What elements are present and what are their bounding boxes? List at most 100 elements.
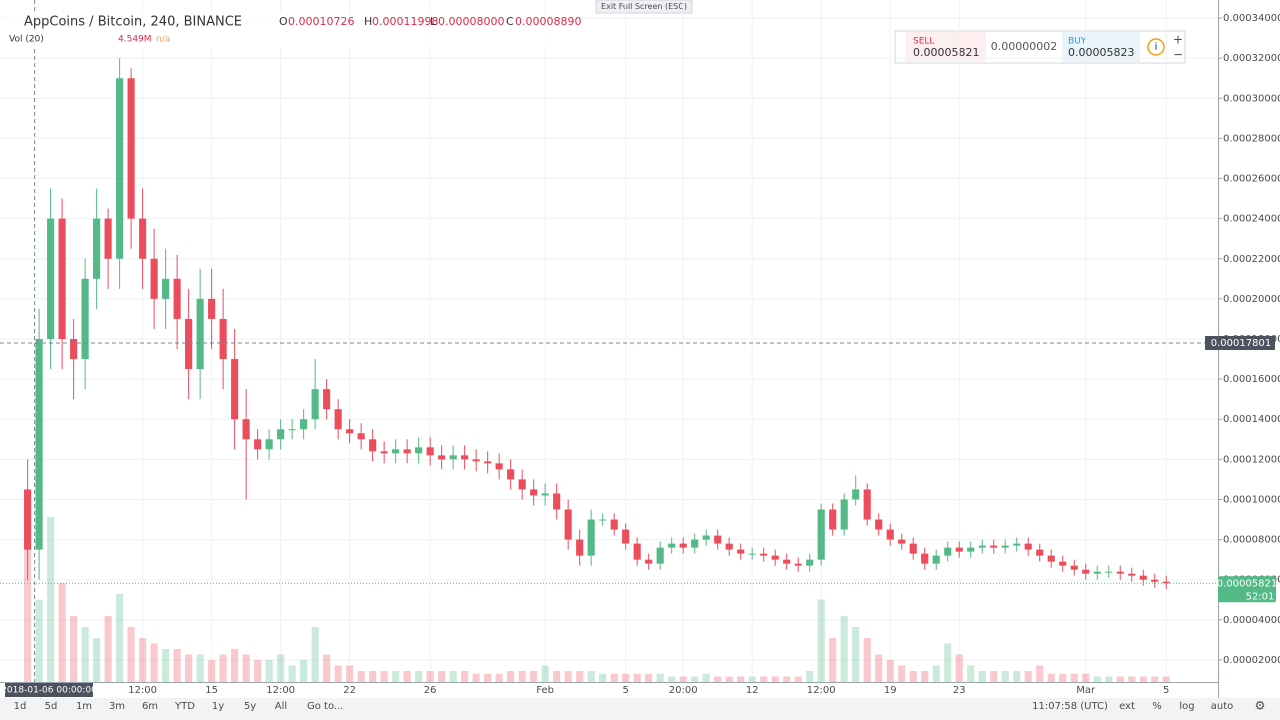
volume-bar [173,649,181,682]
volume-bar [955,654,963,682]
y-tick-label: 0.00020000 [1223,294,1280,305]
range-button[interactable]: 5y [244,701,256,712]
candle-body [415,447,423,454]
candle-body [311,389,319,420]
candle-body [1070,565,1078,570]
sell-price[interactable]: 0.00005821 [913,46,979,59]
candle-body [656,547,664,564]
legend-bg [4,12,579,48]
volume-bar [610,673,618,682]
candle-body [380,451,388,454]
candle-body [909,543,917,554]
volume-bar [909,671,917,682]
candle-body [219,318,227,360]
volume-bar [794,676,802,682]
candle-body [944,547,952,556]
info-icon[interactable] [1147,38,1165,56]
volume-bar [691,676,699,682]
candle-body [438,455,446,460]
volume-bar [472,673,480,682]
volume-bar [288,665,296,682]
volume-bar [806,671,814,682]
candle-body [472,459,480,462]
candle-body [760,553,768,556]
candle-body [553,493,561,510]
candle-body [1105,571,1113,573]
candle-body [622,529,630,544]
range-button[interactable]: 1y [212,701,224,712]
range-button[interactable]: YTD [174,701,195,712]
candle-body [564,509,572,540]
candle-body [898,539,906,544]
volume-bar [530,671,538,682]
candle-body [921,553,929,564]
volume-bar [334,665,342,682]
plus-button[interactable]: + [1173,33,1183,47]
crosshair-date-label: 2018-01-06 00:00:00 [1,686,97,696]
candle-body [725,543,733,550]
volume-bar [35,599,43,682]
candle-body [1013,543,1021,546]
scale-option[interactable]: ext [1119,701,1135,712]
goto-button[interactable]: Go to... [307,701,343,712]
buy-button[interactable] [1062,32,1140,62]
volume-bar [714,676,722,682]
scale-option[interactable]: auto [1211,701,1234,712]
volume-ma: n/a [156,35,170,45]
volume-bar [1093,676,1101,682]
clock: 11:07:58 (UTC) [1032,701,1108,712]
range-button[interactable]: 1m [76,701,92,712]
candle-body [196,298,204,370]
range-button[interactable]: 5d [45,701,58,712]
x-tick-label: 12:00 [266,685,295,696]
candle-body [541,493,549,496]
x-tick-label: 12 [746,685,759,696]
volume-bar [139,638,147,682]
y-tick-label: 0.00010000 [1223,494,1280,505]
exit-fullscreen-tab[interactable] [595,0,693,14]
volume-bar [541,665,549,682]
y-tick-label: 0.00008000 [1223,535,1280,546]
scale-option[interactable]: log [1179,701,1194,712]
candle-body [1093,571,1101,574]
symbol: AppCoins / Bitcoin, 240, BINANCE [24,15,242,30]
candle-body [1139,575,1147,580]
range-button[interactable]: All [275,701,287,712]
crosshair-date-box [5,683,93,697]
volume-bar [587,671,595,682]
volume-bar [242,654,250,682]
range-button[interactable]: 3m [109,701,125,712]
sell-button[interactable] [906,32,986,62]
minus-button[interactable]: − [1173,48,1183,62]
candle-body [58,218,66,339]
exit-fullscreen[interactable]: Exit Full Screen (ESC) [601,2,687,11]
volume-bar [1036,665,1044,682]
range-button[interactable]: 6m [142,701,158,712]
volume-bar [1151,676,1159,682]
y-tick-label: 0.00022000 [1223,254,1280,265]
candle-body [668,543,676,548]
scale-option[interactable]: % [1152,701,1162,712]
volume-bar [415,671,423,682]
candle-body [518,479,526,490]
volume-bar [576,671,584,682]
buy-price[interactable]: 0.00005823 [1068,46,1134,59]
range-button[interactable]: 1d [14,701,27,712]
volume-bar [898,665,906,682]
y-tick-label: 0.00014000 [1223,414,1280,425]
volume-bar [1024,671,1032,682]
volume-title: Vol (20) [9,35,44,45]
settings-icon[interactable]: ⚙ [1255,699,1266,713]
volume-value: 4.549M [118,35,152,45]
candle-body [150,258,158,299]
candle-body [449,455,457,460]
volume-bar [886,660,894,682]
volume-bar [829,638,837,682]
candle-body [277,429,285,440]
candle-body [1116,571,1124,574]
bottom-toolbar [0,698,1280,720]
candle-body [1162,581,1170,584]
candle-body [185,318,193,370]
y-tick-label: 0.00016000 [1223,374,1280,385]
candle-body [357,433,365,440]
